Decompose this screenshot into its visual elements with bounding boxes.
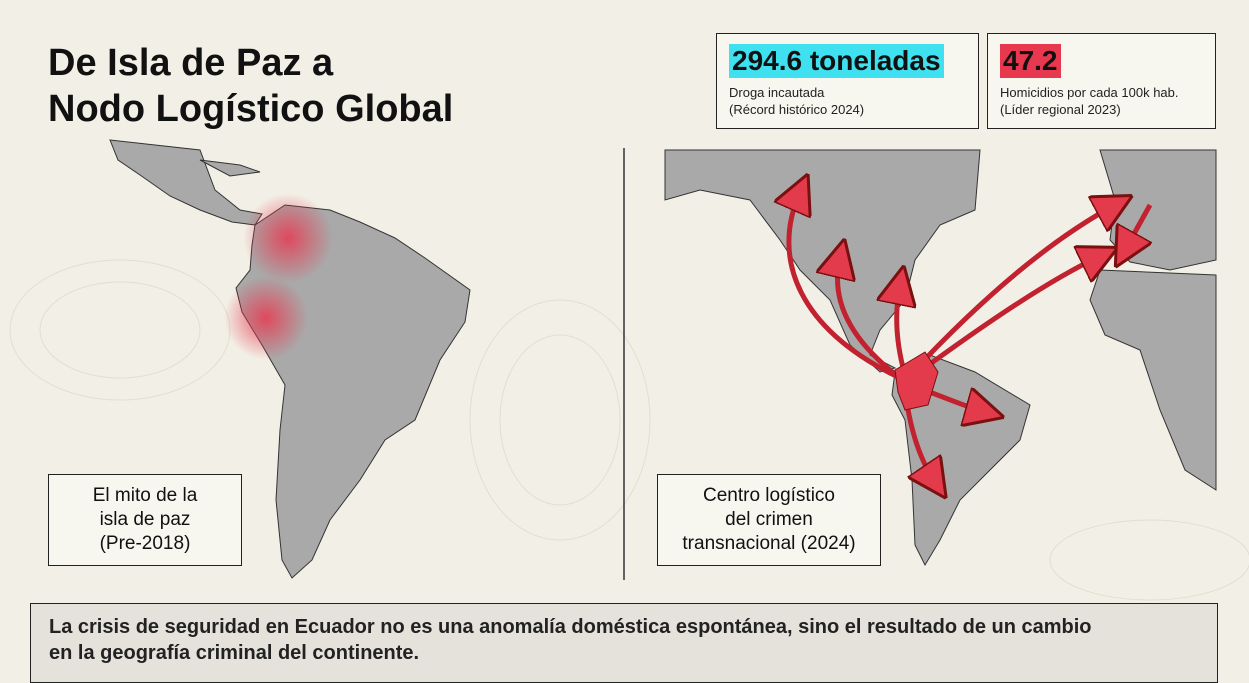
stat-label: Droga incautada (Récord histórico 2024) <box>729 84 966 118</box>
title-line: De Isla de Paz a <box>48 42 334 84</box>
footer: La crisis de seguridad en Ecuador no es … <box>30 603 1218 683</box>
right-map <box>664 149 1217 567</box>
title-line: Nodo Logístico Global <box>48 88 454 130</box>
stat-value: 47.2 <box>1000 44 1061 78</box>
map-caption: El mito de la isla de paz (Pre-2018) <box>48 474 242 566</box>
stat-label-line: Homicidios por cada 100k hab. <box>1000 85 1179 100</box>
stat-box: 47.2 Homicidios por cada 100k hab. (Líder… <box>987 33 1216 129</box>
title: De Isla de Paz a Nodo Logístico Global <box>48 40 453 132</box>
hotspot <box>224 276 308 360</box>
origin-region <box>894 351 939 411</box>
stat-box: 294.6 toneladas Droga incautada (Récord h… <box>716 33 979 129</box>
stat-label-line: Droga incautada <box>729 85 825 100</box>
route-arrows <box>789 192 1150 482</box>
caption-line: (Pre-2018) <box>99 533 191 554</box>
map-caption: Centro logístico del crimen transnaciona… <box>657 474 881 566</box>
stat-value: 294.6 toneladas <box>729 44 944 78</box>
footer-line: La crisis de seguridad en Ecuador no es … <box>49 616 1092 638</box>
caption-line: transnacional (2024) <box>682 533 856 554</box>
caption-line: El mito de la <box>92 485 198 506</box>
stat-label-line: (Récord histórico 2024) <box>729 102 865 117</box>
stat-label-line: (Líder regional 2023) <box>1000 102 1121 117</box>
caption-line: del crimen <box>725 509 813 530</box>
stat-label: Homicidios por cada 100k hab. (Líder regi… <box>1000 84 1203 118</box>
hotspot <box>243 193 333 283</box>
caption-line: isla de paz <box>99 509 191 530</box>
footer-line: en la geografía criminal del continente. <box>49 642 420 664</box>
caption-line: Centro logístico <box>702 485 835 506</box>
contours <box>9 259 1249 601</box>
